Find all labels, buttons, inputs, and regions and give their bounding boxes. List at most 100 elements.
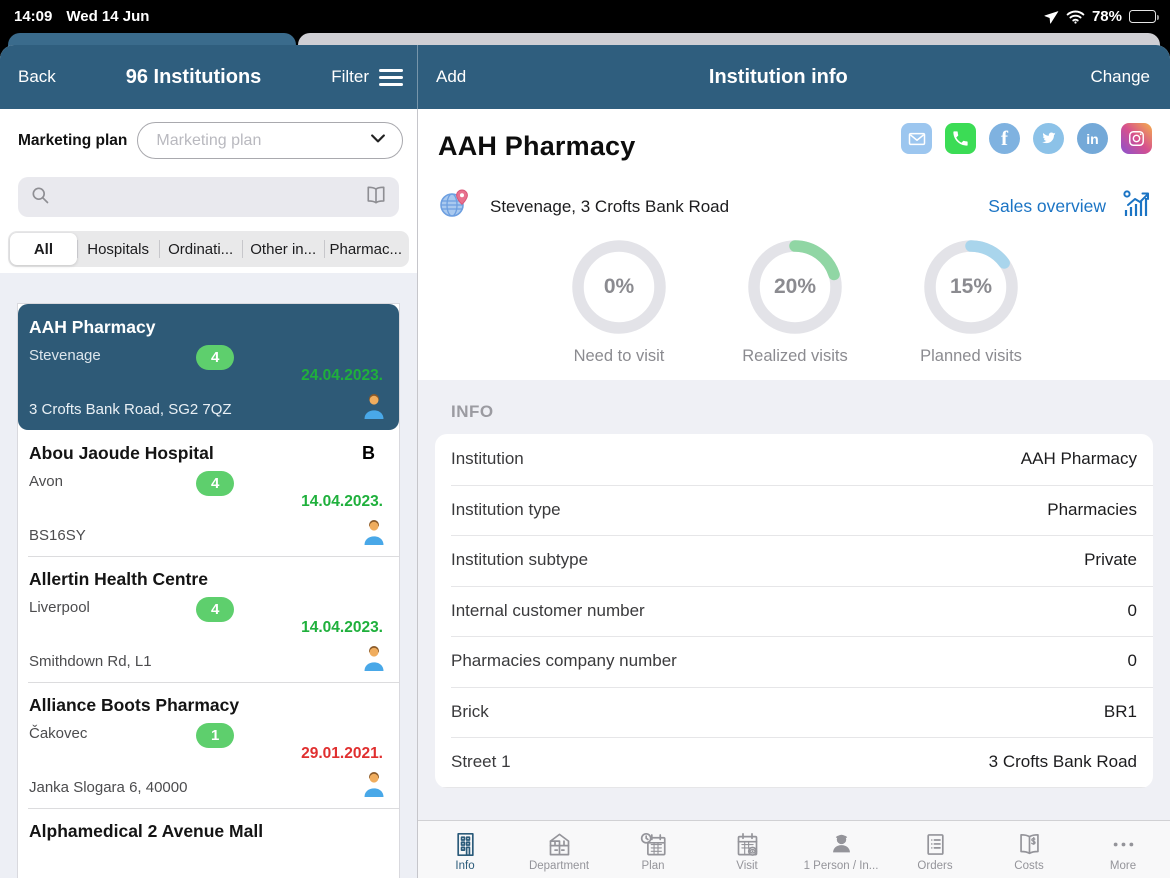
twitter-icon[interactable] (1033, 123, 1064, 154)
segment-otherin[interactable]: Other in... (241, 233, 325, 265)
tab-label: Plan (641, 859, 665, 872)
visit-count-badge: 4 (196, 471, 235, 496)
info-card: Institution AAH Pharmacy Institution typ… (435, 434, 1153, 788)
marketing-plan-placeholder: Marketing plan (156, 131, 262, 149)
segment-ordinati[interactable]: Ordinati... (159, 233, 242, 265)
institution-list-item[interactable]: Alliance Boots Pharmacy Čakovec 1 29.01.… (18, 682, 399, 808)
tab-orders[interactable]: Orders (888, 821, 982, 878)
right-nav: Add Institution info Change (418, 45, 1170, 109)
more-ellipsis-icon (1110, 831, 1137, 858)
visit-stat: 20% Realized visits (740, 237, 850, 366)
info-row: Institution subtype Private (435, 535, 1153, 586)
last-visit-date: 14.04.2023. (301, 493, 383, 510)
segment-pharmac[interactable]: Pharmac... (324, 233, 407, 265)
info-row-label: Institution type (451, 499, 561, 519)
info-row: Institution AAH Pharmacy (435, 434, 1153, 485)
info-row: Pharmacies company number 0 (435, 636, 1153, 687)
status-bar: 14:09 Wed 14 Jun 78% (0, 0, 1170, 33)
donut-chart: 15% (921, 237, 1021, 337)
tab-department[interactable]: Department (512, 821, 606, 878)
info-row-label: Street 1 (451, 751, 511, 771)
tab-plan[interactable]: Plan (606, 821, 700, 878)
info-row: Internal customer number 0 (435, 585, 1153, 637)
tab-label: Visit (736, 859, 758, 872)
last-visit-date: 14.04.2023. (301, 619, 383, 636)
search-input[interactable] (18, 177, 399, 217)
person-icon (361, 518, 387, 550)
institution-city: Avon (29, 473, 63, 490)
institution-list-item[interactable]: Abou Jaoude Hospital B Avon 4 14.04.2023.… (18, 430, 399, 556)
filter-menu-icon[interactable] (379, 68, 403, 86)
info-row-value: Private (1084, 550, 1137, 570)
institution-type-segmented-control: All Hospitals Ordinati... Other in... Pharma… (8, 231, 409, 267)
person-icon (361, 392, 387, 424)
catalog-book-icon[interactable] (365, 185, 387, 210)
institution-list-item[interactable]: Alphamedical 2 Avenue Mall (18, 808, 399, 848)
info-row-label: Institution (451, 449, 524, 469)
visit-stat: 0% Need to visit (564, 237, 674, 366)
last-visit-date: 24.04.2023. (301, 367, 383, 384)
email-icon[interactable] (901, 123, 932, 154)
add-button[interactable]: Add (436, 67, 467, 86)
person-icon (361, 644, 387, 676)
institution-address: Stevenage, 3 Crofts Bank Road (490, 196, 730, 216)
institution-list-item[interactable]: AAH Pharmacy Stevenage 4 24.04.2023. 3 C… (18, 304, 399, 430)
back-button[interactable]: Back (18, 67, 56, 86)
bottom-tab-bar: Info Department Plan Visit 1 Person / In… (418, 820, 1170, 878)
tab-label: Costs (1014, 859, 1044, 872)
tab-label: Department (528, 859, 590, 872)
donut-chart: 0% (569, 237, 669, 337)
sales-overview-link[interactable]: Sales overview (988, 196, 1106, 216)
search-icon (30, 185, 50, 210)
change-button[interactable]: Change (1090, 67, 1150, 86)
tab-label: More (1109, 859, 1137, 872)
page-title: Institution info (708, 65, 848, 88)
department-building-icon (546, 831, 573, 858)
person-icon (361, 770, 387, 802)
info-section-title: INFO (451, 402, 494, 421)
info-section: INFO Institution AAH Pharmacy Institutio… (418, 380, 1170, 820)
tab-info[interactable]: Info (418, 821, 512, 878)
institution-street: Smithdown Rd, L1 (29, 653, 152, 670)
segment-all[interactable]: All (10, 233, 77, 265)
tab-personin[interactable]: 1 Person / In... (794, 821, 888, 878)
donut-chart: 20% (745, 237, 845, 337)
info-row-label: Institution subtype (451, 550, 589, 570)
institution-street: 3 Crofts Bank Road, SG2 7QZ (29, 401, 232, 418)
info-row: Street 1 3 Crofts Bank Road (435, 737, 1153, 788)
institution-list-item[interactable]: Allertin Health Centre Liverpool 4 14.04… (18, 556, 399, 682)
marketing-plan-dropdown[interactable]: Marketing plan (137, 122, 403, 159)
filter-button[interactable]: Filter (331, 67, 369, 86)
social-icons-row: f in (901, 123, 1152, 154)
sales-chart-icon[interactable] (1122, 189, 1152, 224)
costs-book-icon (1016, 831, 1043, 858)
globe-pin-icon (438, 188, 470, 225)
institution-name: Alliance Boots Pharmacy (29, 695, 240, 715)
donut-percent: 0% (603, 275, 635, 298)
instagram-icon[interactable] (1121, 123, 1152, 154)
linkedin-icon[interactable]: in (1077, 123, 1108, 154)
tab-visit[interactable]: Visit (700, 821, 794, 878)
facebook-icon[interactable]: f (989, 123, 1020, 154)
calendar-clock-icon (640, 831, 667, 858)
institution-rating-letter: B (362, 443, 375, 463)
segment-hospitals[interactable]: Hospitals (76, 233, 160, 265)
info-row: Brick BR1 (435, 686, 1153, 738)
institution-title: AAH Pharmacy (438, 131, 636, 161)
info-row-value: Pharmacies (1047, 499, 1137, 519)
phone-icon[interactable] (945, 123, 976, 154)
person-icon (828, 831, 855, 858)
tab-label: Orders (917, 859, 953, 872)
institution-city: Čakovec (29, 725, 88, 742)
chevron-down-icon (368, 128, 388, 153)
institutions-count-title: 96 Institutions (125, 65, 262, 88)
tab-costs[interactable]: Costs (982, 821, 1076, 878)
institution-name: Abou Jaoude Hospital (29, 443, 214, 463)
marketing-plan-label: Marketing plan (18, 131, 128, 149)
orders-list-icon (922, 831, 949, 858)
info-row-label: Internal customer number (451, 600, 645, 620)
institutions-panel: Marketing plan Marketing plan (0, 109, 418, 878)
institutions-list-wrap: AAH Pharmacy Stevenage 4 24.04.2023. 3 C… (0, 273, 417, 878)
tab-more[interactable]: More (1076, 821, 1170, 878)
tab-label: 1 Person / In... (803, 859, 879, 872)
